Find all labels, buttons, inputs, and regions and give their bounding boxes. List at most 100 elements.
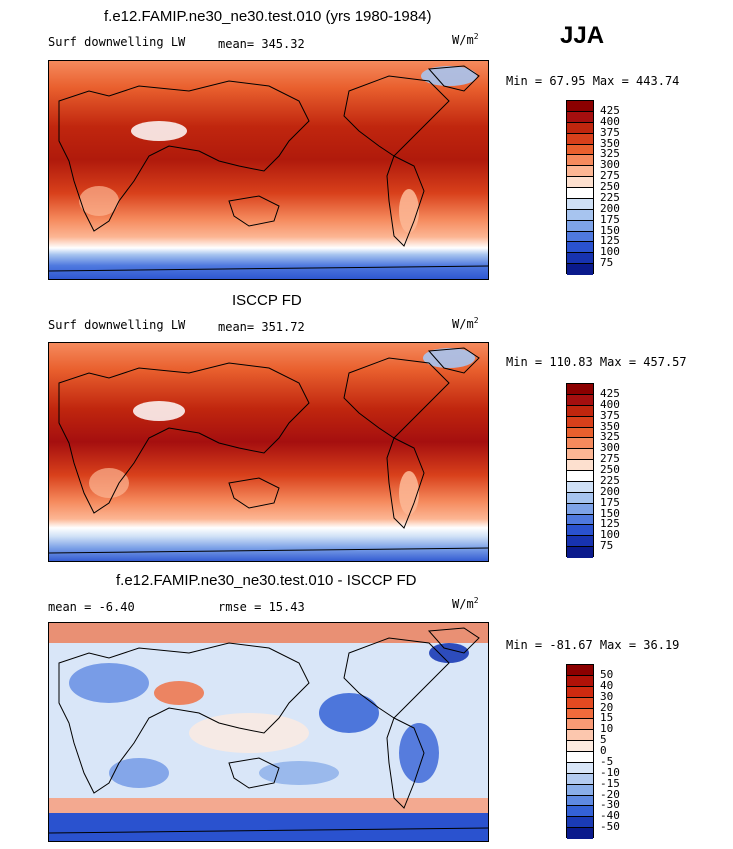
colorbar-tick-label: 400: [600, 114, 620, 128]
colorbar-tick-label: -40: [600, 809, 620, 823]
panel1-title: f.e12.FAMIP.ne30_ne30.test.010 (yrs 1980…: [104, 8, 432, 25]
colorbar-tick-label: 250: [600, 180, 620, 193]
colorbar-swatch: [567, 817, 593, 829]
colorbar-swatch: [567, 405, 593, 417]
colorbar-swatch: [567, 752, 593, 763]
colorbar-tick-label: 200: [600, 484, 620, 498]
colorbar-swatch: [567, 166, 593, 178]
colorbar-tick-label: 100: [600, 245, 620, 259]
colorbar-swatch: [567, 481, 593, 493]
colorbar-swatch: [567, 708, 593, 720]
panel2-colorbar: [566, 383, 594, 558]
colorbar-tick-label: 325: [600, 147, 620, 161]
panel3-map: [48, 622, 489, 842]
colorbar-swatch: [567, 536, 593, 548]
colorbar-swatch: [567, 177, 593, 188]
colorbar-swatch: [567, 101, 593, 112]
colorbar-tick-label: 375: [600, 125, 620, 139]
colorbar-tick-label: 0: [600, 744, 607, 757]
panel3-colorbar: [566, 664, 594, 839]
colorbar-swatch: [567, 784, 593, 796]
colorbar-tick-label: 350: [600, 136, 620, 150]
colorbar-tick-label: 250: [600, 463, 620, 476]
colorbar-tick-label: 5: [600, 733, 607, 747]
colorbar-swatch: [567, 547, 593, 558]
panel1-coastlines: [49, 65, 488, 272]
colorbar-swatch: [567, 697, 593, 709]
panel3-mean-label: mean = -6.40: [48, 600, 135, 614]
colorbar-swatch: [567, 686, 593, 698]
colorbar-swatch: [567, 438, 593, 450]
panel2-units: W/m2: [452, 316, 479, 331]
season-label: JJA: [560, 22, 605, 49]
colorbar-tick-label: 200: [600, 201, 620, 215]
colorbar-swatch: [567, 264, 593, 275]
panel2-map: [48, 342, 489, 562]
colorbar-tick-label: 275: [600, 169, 620, 183]
colorbar-tick-label: -30: [600, 798, 620, 812]
colorbar-swatch: [567, 773, 593, 785]
colorbar-tick-label: -5: [600, 754, 614, 768]
panel2-coastlines: [49, 347, 488, 554]
panel3-title: f.e12.FAMIP.ne30_ne30.test.010 - ISCCP F…: [116, 572, 417, 589]
colorbar-tick-label: 100: [600, 528, 620, 542]
colorbar-tick-label: 30: [600, 689, 614, 703]
colorbar-swatch: [567, 460, 593, 471]
panel2-title: ISCCP FD: [232, 292, 302, 309]
colorbar-tick-label: 325: [600, 430, 620, 444]
colorbar-swatch: [567, 394, 593, 406]
panel1-colorbar: [566, 100, 594, 275]
colorbar-tick-label: -10: [600, 765, 620, 779]
colorbar-tick-label: 300: [600, 441, 620, 455]
colorbar-swatch: [567, 806, 593, 818]
panel1-mean-label: mean= 345.32: [218, 37, 305, 51]
colorbar-tick-label: 175: [600, 495, 620, 509]
colorbar-swatch: [567, 514, 593, 526]
colorbar-swatch: [567, 492, 593, 504]
panel3-map-field: [49, 623, 488, 841]
colorbar-swatch: [567, 503, 593, 515]
colorbar-swatch: [567, 675, 593, 687]
panel1-units: W/m2: [452, 32, 479, 47]
colorbar-swatch: [567, 471, 593, 482]
colorbar-swatch: [567, 795, 593, 807]
colorbar-swatch: [567, 741, 593, 752]
colorbar-tick-label: 50: [600, 667, 614, 681]
colorbar-tick-label: -15: [600, 776, 620, 790]
colorbar-swatch: [567, 384, 593, 395]
colorbar-swatch: [567, 525, 593, 537]
panel2-variable-label: Surf downwelling LW: [48, 318, 186, 332]
colorbar-swatch: [567, 719, 593, 731]
colorbar-swatch: [567, 209, 593, 221]
colorbar-tick-label: 300: [600, 158, 620, 172]
colorbar-tick-label: 350: [600, 419, 620, 433]
colorbar-swatch: [567, 730, 593, 742]
colorbar-tick-label: 20: [600, 700, 614, 714]
colorbar-tick-label: 15: [600, 711, 614, 725]
colorbar-tick-label: 425: [600, 103, 620, 117]
colorbar-swatch: [567, 231, 593, 243]
colorbar-tick-label: 40: [600, 678, 614, 692]
colorbar-swatch: [567, 665, 593, 676]
colorbar-tick-label: -20: [600, 787, 620, 801]
panel1-minmax: Min = 67.95 Max = 443.74: [506, 74, 680, 88]
colorbar-swatch: [567, 198, 593, 210]
colorbar-swatch: [567, 253, 593, 265]
colorbar-tick-label: -50: [600, 820, 620, 834]
colorbar-swatch: [567, 416, 593, 428]
colorbar-swatch: [567, 762, 593, 774]
colorbar-tick-label: 425: [600, 386, 620, 400]
colorbar-tick-label: 175: [600, 212, 620, 226]
panel3-coastlines: [49, 627, 488, 834]
colorbar-swatch: [567, 449, 593, 461]
panel3-rmse-label: rmse = 15.43: [218, 600, 305, 614]
colorbar-swatch: [567, 220, 593, 232]
panel2-mean-label: mean= 351.72: [218, 320, 305, 334]
colorbar-tick-label: 125: [600, 234, 620, 248]
colorbar-swatch: [567, 111, 593, 123]
panel3-units: W/m2: [452, 596, 479, 611]
panel1-map: [48, 60, 489, 280]
colorbar-tick-label: 375: [600, 408, 620, 422]
colorbar-tick-label: 400: [600, 397, 620, 411]
colorbar-tick-label: 275: [600, 452, 620, 466]
